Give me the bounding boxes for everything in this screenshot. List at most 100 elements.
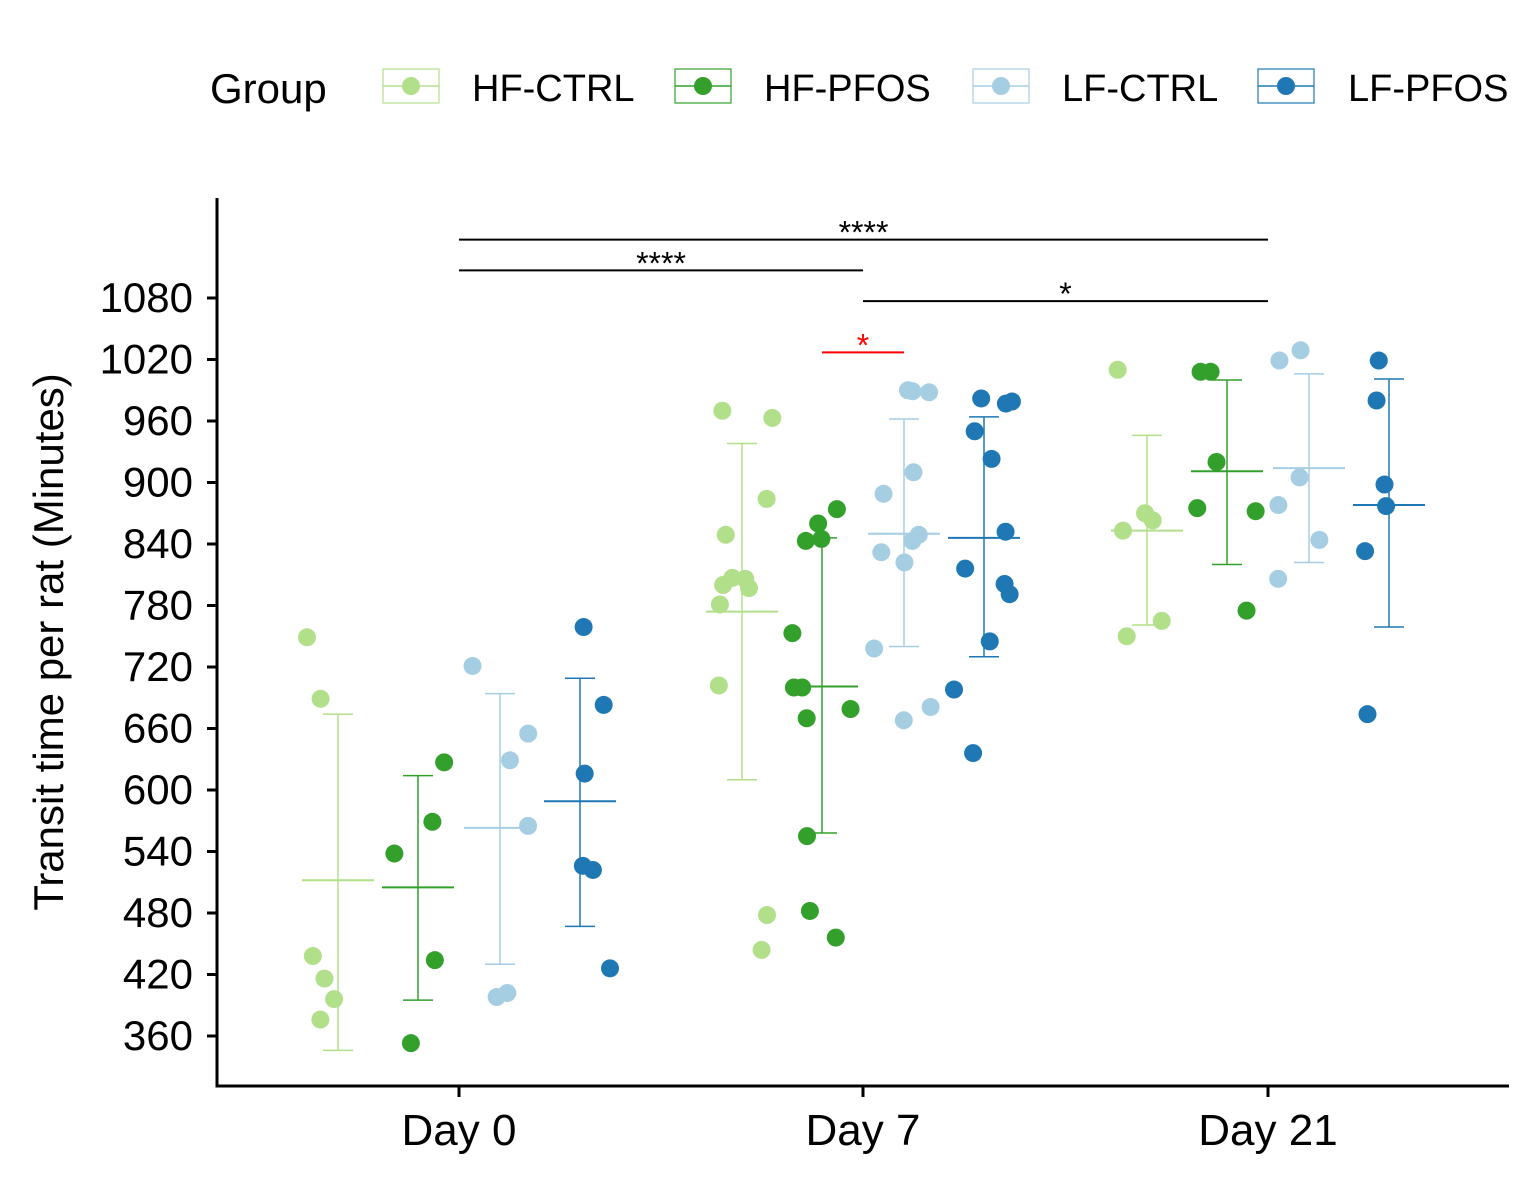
point-hf-pfos-day-21 (1246, 502, 1265, 521)
point-hf-pfos-day-7 (800, 901, 819, 920)
legend-item-lf-ctrl: LF-CTRL (972, 68, 1218, 110)
point-lf-pfos-day-7 (996, 394, 1015, 413)
point-lf-pfos-day-0 (601, 959, 620, 978)
point-hf-ctrl-day-0 (325, 990, 344, 1009)
legend-label: HF-PFOS (764, 68, 931, 110)
x-tick-label: Day 0 (402, 1106, 517, 1155)
point-lf-ctrl-day-7 (920, 383, 939, 402)
y-tick-label: 720 (123, 643, 193, 690)
point-hf-pfos-day-7 (827, 500, 846, 519)
point-hf-pfos-day-0 (385, 844, 404, 863)
point-hf-ctrl-day-21 (1117, 627, 1136, 646)
legend-label: LF-CTRL (1062, 68, 1218, 110)
legend-label: LF-PFOS (1348, 68, 1508, 110)
point-hf-pfos-day-7 (798, 827, 817, 846)
point-hf-pfos-day-21 (1237, 601, 1256, 620)
point-hf-ctrl-day-7 (713, 401, 732, 420)
errorbar-hf-pfos-day-21 (1191, 379, 1263, 566)
point-lf-pfos-day-0 (575, 764, 594, 783)
point-hf-pfos-day-0 (435, 753, 454, 772)
point-lf-ctrl-day-7 (904, 463, 923, 482)
point-lf-ctrl-day-7 (865, 639, 884, 658)
point-hf-pfos-day-21 (1207, 453, 1226, 471)
y-tick-label: 360 (123, 1012, 193, 1059)
point-lf-pfos-day-7 (964, 744, 983, 763)
point-hf-ctrl-day-0 (311, 1010, 330, 1029)
point-hf-ctrl-day-7 (752, 940, 771, 959)
point-lf-ctrl-day-7 (903, 382, 922, 401)
errorbar-hf-pfos-day-0 (382, 774, 454, 1001)
significance-1: **** (459, 245, 863, 281)
point-lf-ctrl-day-0 (463, 656, 482, 675)
point-lf-pfos-day-7 (956, 559, 975, 578)
point-lf-pfos-day-0 (574, 618, 593, 637)
legend-item-hf-pfos: HF-PFOS (674, 68, 931, 110)
point-lf-pfos-day-21 (1356, 542, 1375, 561)
point-hf-pfos-day-7 (812, 529, 831, 548)
point-lf-pfos-day-7 (996, 522, 1015, 541)
point-lf-ctrl-day-21 (1291, 341, 1310, 360)
point-lf-pfos-day-0 (594, 695, 613, 714)
data-points (298, 341, 1396, 1053)
x-ticks: Day 0 Day 7 Day 21 (402, 1087, 1338, 1155)
significance-label: * (1059, 276, 1071, 312)
point-hf-ctrl-day-7 (709, 676, 728, 695)
point-hf-pfos-day-7 (797, 709, 816, 728)
legend-item-lf-pfos: LF-PFOS (1257, 68, 1508, 110)
errorbar-lf-ctrl-day-7 (868, 418, 940, 648)
point-lf-pfos-day-0 (583, 860, 602, 879)
point-lf-ctrl-day-7 (921, 697, 940, 716)
point-hf-pfos-day-7 (783, 624, 802, 643)
significance-label: **** (839, 215, 889, 251)
point-hf-pfos-day-0 (425, 951, 444, 970)
point-lf-ctrl-day-7 (894, 711, 913, 730)
errorbar-lf-ctrl-day-21 (1273, 373, 1345, 564)
point-hf-ctrl-day-0 (303, 947, 322, 966)
y-tick-label: 660 (123, 705, 193, 752)
point-lf-ctrl-day-0 (519, 724, 538, 743)
x-tick-label: Day 21 (1198, 1106, 1337, 1155)
point-hf-ctrl-day-0 (315, 969, 334, 988)
point-hf-pfos-day-7 (796, 531, 815, 550)
error-bars (302, 373, 1425, 1052)
significance-annotations: ********** (459, 215, 1268, 363)
point-lf-pfos-day-21 (1377, 497, 1396, 516)
legend-key-marker (992, 77, 1010, 95)
legend-label: HF-CTRL (472, 68, 635, 110)
legend-title: Group (210, 65, 327, 112)
point-lf-pfos-day-21 (1369, 351, 1388, 370)
legend-key-marker (694, 77, 712, 95)
point-lf-pfos-day-21 (1358, 705, 1377, 724)
point-lf-ctrl-day-21 (1269, 569, 1288, 588)
point-lf-ctrl-day-7 (895, 553, 914, 572)
point-lf-pfos-day-7 (1000, 585, 1019, 604)
significance-2: * (863, 276, 1268, 312)
point-lf-pfos-day-7 (945, 680, 964, 699)
point-lf-pfos-day-7 (980, 632, 999, 651)
y-tick-label: 780 (123, 582, 193, 629)
point-hf-pfos-day-0 (401, 1034, 420, 1053)
y-axis-label: Transit time per rat (Minutes) (25, 373, 72, 911)
point-hf-ctrl-day-7 (763, 408, 782, 427)
point-hf-ctrl-day-7 (710, 595, 729, 614)
y-tick-label: 540 (123, 828, 193, 875)
significance-3: * (822, 327, 904, 363)
y-ticks: 360 420 480 540 600 660 720 780 840 900 960 1020 108… (100, 274, 217, 1059)
point-hf-ctrl-day-7 (716, 525, 735, 544)
point-lf-ctrl-day-0 (500, 751, 519, 770)
point-lf-ctrl-day-0 (519, 816, 538, 835)
y-tick-label: 600 (123, 766, 193, 813)
point-hf-ctrl-day-21 (1113, 521, 1132, 540)
point-lf-ctrl-day-7 (874, 484, 893, 503)
point-hf-ctrl-day-21 (1152, 611, 1171, 630)
point-lf-pfos-day-7 (965, 422, 984, 441)
point-lf-pfos-day-7 (982, 449, 1001, 468)
y-tick-label: 480 (123, 889, 193, 936)
y-tick-label: 420 (123, 951, 193, 998)
legend-item-hf-ctrl: HF-CTRL (382, 68, 635, 110)
point-hf-ctrl-day-21 (1143, 511, 1162, 530)
point-hf-pfos-day-21 (1201, 362, 1220, 381)
point-hf-ctrl-day-7 (757, 489, 776, 508)
point-hf-ctrl-day-21 (1108, 360, 1127, 379)
point-lf-ctrl-day-21 (1269, 496, 1288, 515)
